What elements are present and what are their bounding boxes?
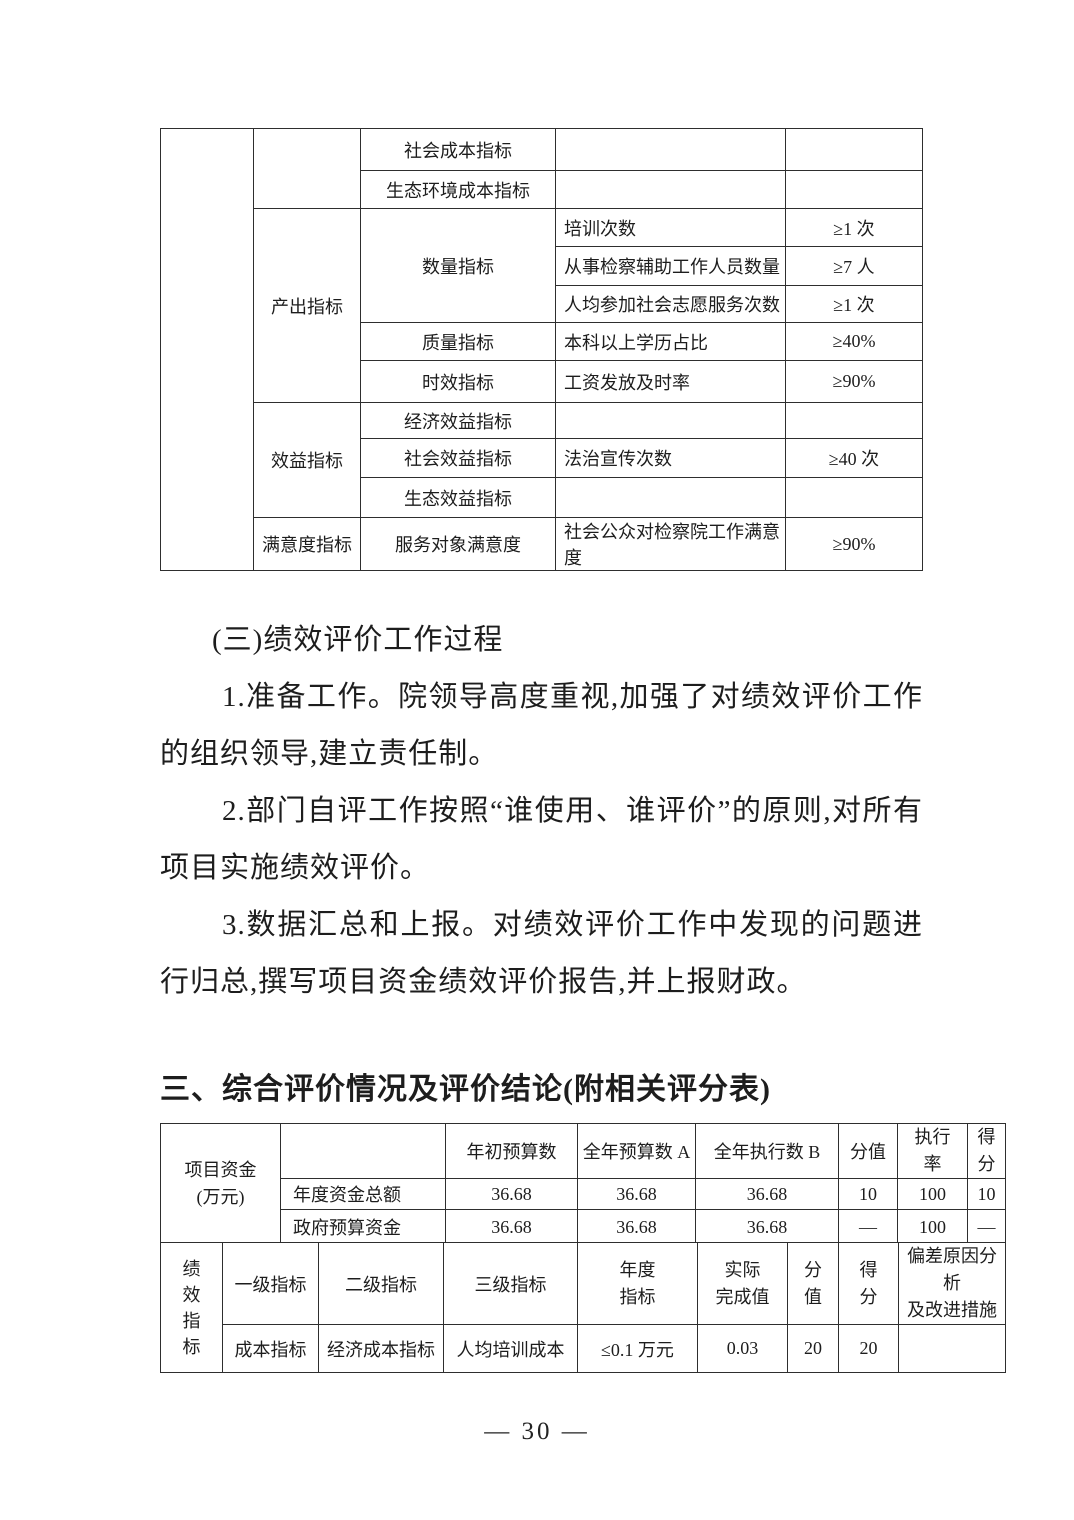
- table-cell-header: 偏差原因分 析 及改进措施: [898, 1242, 1006, 1325]
- table-cell-quantity-group: 数量指标: [360, 208, 556, 323]
- table-cell: ≥90%: [785, 360, 923, 403]
- table-cell: ≥40%: [785, 322, 923, 361]
- table-cell: 本科以上学历占比: [555, 322, 786, 361]
- table-cell: 人均培训成本: [443, 1324, 578, 1373]
- project-funds-table: 项目资金 (万元) 年初预算数 全年预算数 A 全年执行数 B 分值 执行 率 …: [160, 1123, 1006, 1245]
- table-cell: 生态环境成本指标: [360, 170, 556, 209]
- table-cell-header: 全年执行数 B: [695, 1123, 839, 1179]
- table-cell-header: 分值: [838, 1123, 898, 1179]
- table-cell-empty: [555, 170, 786, 209]
- table-cell: 100: [897, 1178, 968, 1210]
- table-cell-benefit-group: 效益指标: [253, 402, 361, 518]
- table-cell: 社会公众对检察院工作满意度: [555, 517, 786, 571]
- table-cell: 生态效益指标: [360, 477, 556, 518]
- table-cell-header: 得 分: [967, 1123, 1006, 1179]
- table-cell-empty: [253, 128, 361, 209]
- table-cell: ≥1 次: [785, 208, 923, 247]
- page-number: — 30 —: [484, 1418, 590, 1445]
- table-cell: ≥90%: [785, 517, 923, 571]
- table-cell-header: 执行 率: [897, 1123, 968, 1179]
- table-cell: 36.68: [695, 1209, 839, 1245]
- table-cell-funds-label: 项目资金 (万元): [160, 1123, 281, 1245]
- table-cell-empty: [555, 477, 786, 518]
- table-cell-header: 年度 指标: [577, 1242, 698, 1325]
- table-cell: 培训次数: [555, 208, 786, 247]
- table-cell-empty: [785, 402, 923, 439]
- table-cell: ≥7 人: [785, 246, 923, 286]
- table-cell: 政府预算资金: [280, 1209, 446, 1245]
- table-cell-empty: [785, 170, 923, 209]
- table-cell-header: 三级指标: [443, 1242, 578, 1325]
- table-cell-output-group: 产出指标: [253, 208, 361, 403]
- table-cell-header: 得 分: [838, 1242, 899, 1325]
- table-cell-empty: [785, 477, 923, 518]
- body-text-block: (三)绩效评价工作过程 1.准备工作。院领导高度重视,加强了对绩效评价工作的组织…: [160, 612, 923, 1011]
- table-cell: 20: [838, 1324, 899, 1373]
- table-cell-empty: [555, 128, 786, 171]
- table-cell-empty: [785, 128, 923, 171]
- table-cell: —: [967, 1209, 1006, 1245]
- table-cell-header: 分 值: [787, 1242, 839, 1325]
- table-cell: 服务对象满意度: [360, 517, 556, 571]
- indicator-targets-table: 社会成本指标 生态环境成本指标 产出指标 数量指标 培训次数 ≥1 次 从事检察…: [160, 128, 923, 571]
- table-cell: 100: [897, 1209, 968, 1245]
- table-cell: 经济成本指标: [318, 1324, 444, 1373]
- table-cell: 工资发放及时率: [555, 360, 786, 403]
- table-cell-empty: [555, 402, 786, 439]
- section-heading: 三、综合评价情况及评价结论(附相关评分表): [160, 1073, 771, 1106]
- table-cell-header: 一级指标: [222, 1242, 319, 1325]
- table-cell-header: 年初预算数: [445, 1123, 578, 1179]
- paragraph: 3.数据汇总和上报。对绩效评价工作中发现的问题进行归总,撰写项目资金绩效评价报告…: [160, 909, 923, 998]
- table-cell: ≥1 次: [785, 285, 923, 323]
- table-cell: ≥40 次: [785, 438, 923, 478]
- paragraph: 1.准备工作。院领导高度重视,加强了对绩效评价工作的组织领导,建立责任制。: [160, 681, 923, 770]
- table-cell: 社会效益指标: [360, 438, 556, 478]
- table-cell-empty: [160, 128, 254, 571]
- table-cell: 10: [967, 1178, 1006, 1210]
- table-cell: 0.03: [697, 1324, 788, 1373]
- table-cell: 36.68: [577, 1178, 696, 1210]
- table-cell-perf-side-label: 绩 效 指 标: [160, 1242, 223, 1373]
- table-cell: 36.68: [445, 1209, 578, 1245]
- table-cell-header: 二级指标: [318, 1242, 444, 1325]
- table-cell: 社会成本指标: [360, 128, 556, 171]
- table-cell: 36.68: [445, 1178, 578, 1210]
- table-cell: 年度资金总额: [280, 1178, 446, 1210]
- table-cell: 经济效益指标: [360, 402, 556, 439]
- table-cell: 成本指标: [222, 1324, 319, 1373]
- table-cell: 人均参加社会志愿服务次数: [555, 285, 786, 323]
- table-cell-empty: [280, 1123, 446, 1179]
- table-cell: 法治宣传次数: [555, 438, 786, 478]
- table-cell: 从事检察辅助工作人员数量: [555, 246, 786, 286]
- subsection-heading: (三)绩效评价工作过程: [212, 624, 504, 656]
- performance-indicators-table: 绩 效 指 标 一级指标 二级指标 三级指标 年度 指标 实际 完成值 分 值 …: [160, 1242, 1006, 1373]
- table-cell-satisfaction-group: 满意度指标: [253, 517, 361, 571]
- table-cell: 时效指标: [360, 360, 556, 403]
- table-cell-header: 实际 完成值: [697, 1242, 788, 1325]
- table-cell: ≤0.1 万元: [577, 1324, 698, 1373]
- table-cell-empty: [898, 1324, 1006, 1373]
- table-cell: 36.68: [695, 1178, 839, 1210]
- table-cell: 10: [838, 1178, 898, 1210]
- table-cell-header: 全年预算数 A: [577, 1123, 696, 1179]
- paragraph: 2.部门自评工作按照“谁使用、谁评价”的原则,对所有项目实施绩效评价。: [160, 795, 923, 884]
- table-cell: 20: [787, 1324, 839, 1373]
- table-cell: —: [838, 1209, 898, 1245]
- table-cell: 36.68: [577, 1209, 696, 1245]
- table-cell: 质量指标: [360, 322, 556, 361]
